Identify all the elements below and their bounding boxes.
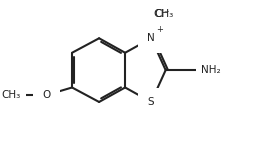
- Text: Cl⁻: Cl⁻: [153, 9, 170, 19]
- Text: CH₃: CH₃: [2, 90, 21, 100]
- Text: +: +: [156, 25, 163, 34]
- Text: N: N: [147, 33, 155, 43]
- Text: O: O: [42, 90, 50, 100]
- Text: CH₃: CH₃: [154, 9, 173, 19]
- Text: S: S: [148, 97, 155, 107]
- Text: NH₂: NH₂: [201, 65, 221, 75]
